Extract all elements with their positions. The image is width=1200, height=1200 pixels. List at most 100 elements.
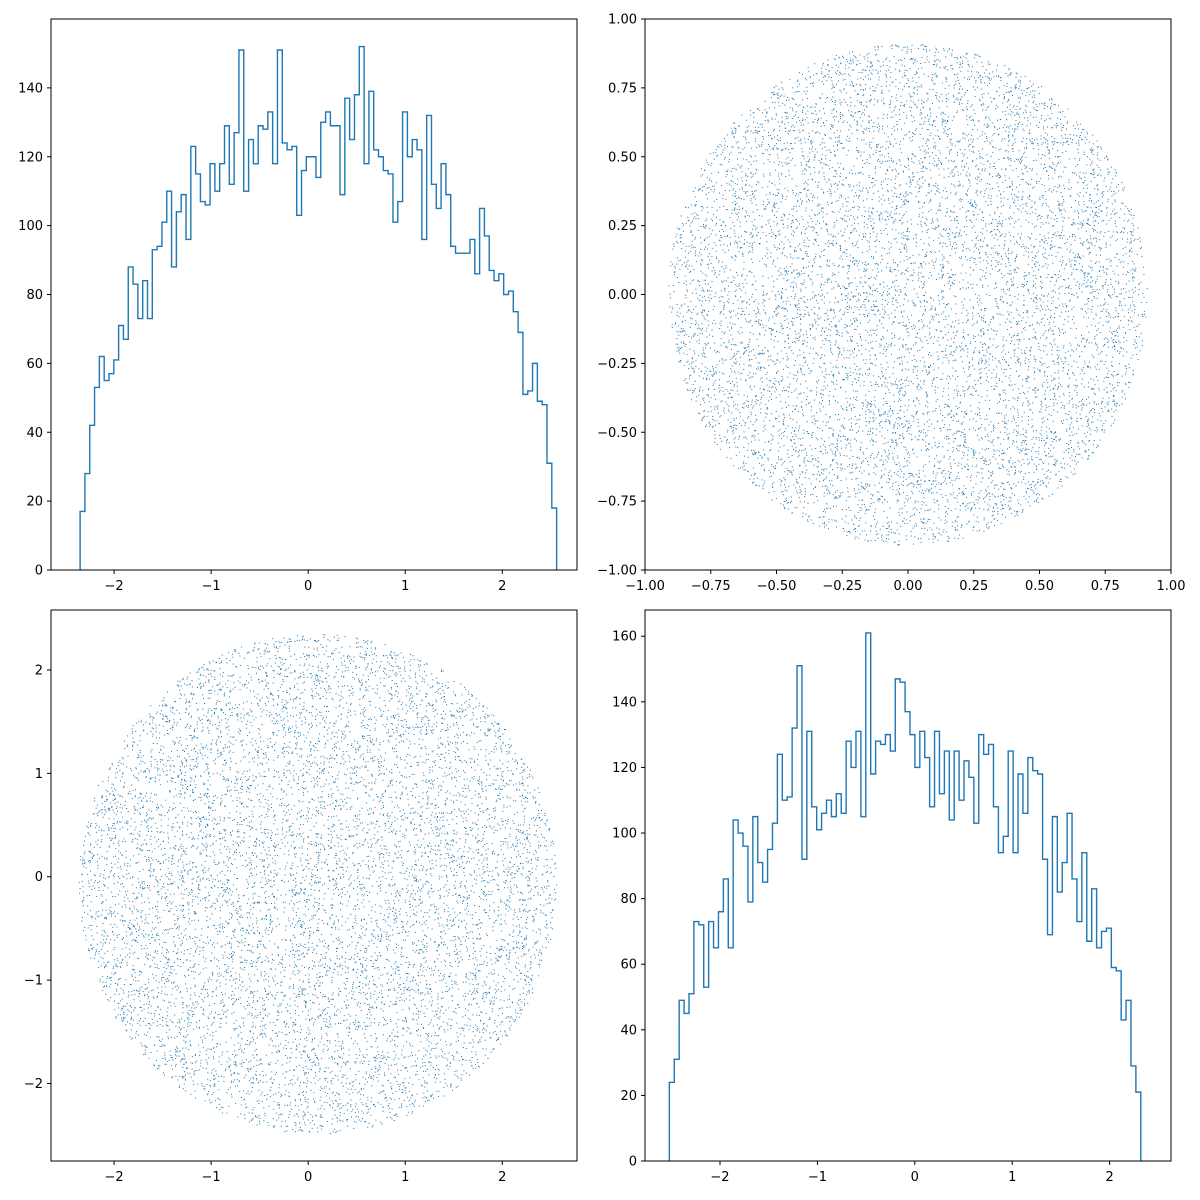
scatter-point <box>936 227 938 228</box>
scatter-point <box>757 312 759 313</box>
scatter-point <box>1005 516 1006 518</box>
scatter-point <box>701 190 703 192</box>
scatter-point <box>725 401 727 403</box>
scatter-point <box>806 79 808 81</box>
scatter-point <box>869 434 871 435</box>
scatter-point <box>858 377 860 379</box>
scatter-point <box>721 185 723 186</box>
scatter-point <box>750 164 752 166</box>
scatter-point <box>725 345 727 347</box>
scatter-point <box>843 378 845 380</box>
scatter-point <box>740 177 742 179</box>
scatter-point <box>753 478 755 480</box>
scatter-point <box>748 303 750 305</box>
scatter-point <box>991 260 992 262</box>
scatter-point <box>872 182 874 184</box>
scatter-point <box>762 275 764 277</box>
scatter-point <box>695 288 697 290</box>
scatter-point <box>1005 497 1007 498</box>
scatter-point <box>905 535 907 537</box>
scatter-point <box>1129 382 1131 384</box>
scatter-point <box>956 215 958 217</box>
scatter-point <box>839 130 841 132</box>
scatter-point <box>817 214 818 216</box>
scatter-point <box>1140 301 1142 303</box>
scatter-point <box>920 432 922 434</box>
scatter-point <box>915 523 917 525</box>
scatter-point <box>879 378 881 380</box>
scatter-point <box>725 170 727 172</box>
scatter-point <box>902 346 904 348</box>
scatter-point <box>797 309 798 310</box>
scatter-point <box>1100 204 1102 206</box>
scatter-point <box>881 486 883 488</box>
scatter-point <box>1026 212 1028 214</box>
scatter-point <box>708 263 709 265</box>
scatter-point <box>871 385 873 386</box>
scatter-point <box>840 143 842 144</box>
scatter-point <box>725 267 727 269</box>
scatter-point <box>903 426 905 427</box>
scatter-point <box>839 245 841 246</box>
scatter-point <box>718 387 720 389</box>
scatter-point <box>859 491 861 493</box>
scatter-point <box>732 122 734 124</box>
scatter-point <box>1018 121 1020 123</box>
scatter-point <box>885 311 886 313</box>
scatter-point <box>957 472 959 474</box>
scatter-point <box>898 380 900 382</box>
scatter-point <box>852 295 854 297</box>
scatter-point <box>794 298 796 300</box>
scatter-point <box>1006 318 1008 320</box>
scatter-point <box>888 449 890 451</box>
scatter-point <box>932 227 934 229</box>
scatter-point <box>854 321 856 323</box>
scatter-point <box>1132 370 1134 371</box>
scatter-point <box>787 279 789 281</box>
scatter-point <box>1026 125 1028 127</box>
scatter-point <box>1064 210 1066 212</box>
scatter-point <box>1019 461 1021 463</box>
scatter-point <box>1119 300 1121 302</box>
scatter-point <box>774 378 776 379</box>
scatter-point <box>724 137 725 139</box>
scatter-point <box>1107 303 1109 305</box>
scatter-point <box>1114 405 1116 406</box>
scatter-point <box>806 98 808 99</box>
scatter-point <box>974 124 976 126</box>
scatter-point <box>901 128 903 130</box>
scatter-point <box>840 463 842 465</box>
scatter-point <box>779 267 781 269</box>
scatter-point <box>894 286 896 288</box>
scatter-point <box>944 350 946 352</box>
scatter-point <box>980 427 982 429</box>
scatter-point <box>694 333 696 335</box>
scatter-point <box>843 147 845 149</box>
scatter-point <box>1014 462 1016 463</box>
scatter-point <box>898 511 900 513</box>
scatter-point <box>1131 214 1133 216</box>
scatter-point <box>763 366 765 368</box>
scatter-point <box>1103 271 1105 273</box>
scatter-point <box>1016 446 1018 448</box>
scatter-point <box>1049 247 1051 249</box>
scatter-point <box>711 172 713 174</box>
scatter-point <box>856 124 858 126</box>
scatter-point <box>713 368 714 370</box>
scatter-point <box>741 308 743 310</box>
scatter-point <box>856 157 858 159</box>
scatter-point <box>975 177 977 179</box>
scatter-point <box>922 489 924 491</box>
scatter-point <box>770 252 772 254</box>
scatter-point <box>1108 320 1110 322</box>
scatter-point <box>1042 223 1044 225</box>
scatter-point <box>790 439 792 441</box>
scatter-point <box>1061 328 1063 330</box>
scatter-point <box>919 163 921 165</box>
scatter-point <box>781 172 783 174</box>
scatter-point <box>969 502 971 504</box>
scatter-point <box>1076 281 1078 283</box>
scatter-point <box>897 455 898 457</box>
scatter-point <box>712 185 714 187</box>
scatter-point <box>802 120 804 121</box>
